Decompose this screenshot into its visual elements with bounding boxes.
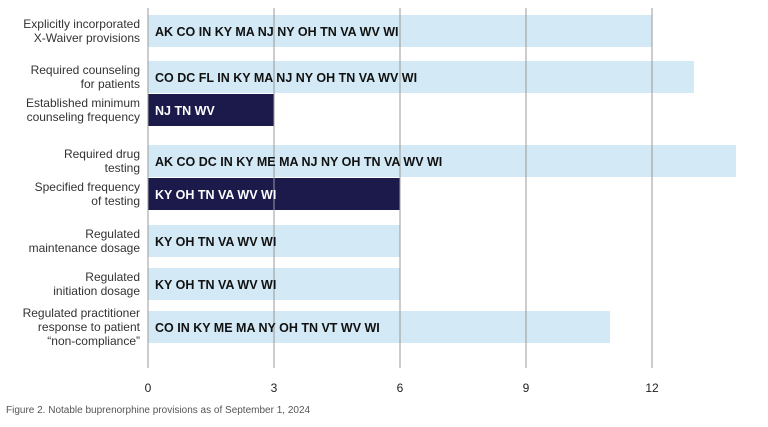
category-label-line: of testing (91, 194, 140, 208)
bar-label-0: AK CO IN KY MA NJ NY OH TN VA WV WI (155, 25, 399, 39)
bar-7 (148, 311, 610, 343)
category-label-6: Regulated initiation dosage (53, 270, 140, 298)
bar-3 (148, 145, 736, 177)
bar-label-4: KY OH TN VA WV WI (155, 188, 276, 202)
category-label-line: counseling frequency (27, 110, 140, 124)
bar-label-3: AK CO DC IN KY ME MA NJ NY OH TN VA WV W… (155, 155, 442, 169)
category-label-line: “non-compliance” (47, 334, 140, 348)
bar-label-6: KY OH TN VA WV WI (155, 278, 276, 292)
category-label-line: Specified frequency (35, 180, 140, 194)
category-label-2: Established minimum counseling frequency (26, 96, 140, 124)
bar-2 (148, 94, 274, 126)
category-label-line: initiation dosage (53, 284, 140, 298)
category-label-line: for patients (81, 77, 140, 91)
bar-label-2: NJ TN WV (155, 104, 215, 118)
category-label-line: Established minimum (26, 96, 140, 110)
category-label-line: response to patient (38, 320, 141, 334)
figure-caption: Figure 2. Notable buprenorphine provisio… (6, 405, 311, 416)
x-tick-label-6: 6 (397, 381, 404, 395)
category-label-3: Required drug testing (64, 147, 140, 175)
x-tick-label-0: 0 (145, 381, 152, 395)
category-label-line: Regulated practitioner (23, 306, 140, 320)
category-label-7: Regulated practitioner response to patien… (23, 306, 141, 348)
x-tick-label-3: 3 (271, 381, 278, 395)
category-label-line: Explicitly incorporated (23, 17, 140, 31)
category-label-line: maintenance dosage (29, 241, 141, 255)
category-label-line: testing (105, 161, 140, 175)
x-tick-label-12: 12 (645, 381, 659, 395)
category-label-line: Required drug (64, 147, 140, 161)
x-tick-label-9: 9 (523, 381, 530, 395)
category-label-4: Specified frequency of testing (35, 180, 140, 208)
bar-label-1: CO DC FL IN KY MA NJ NY OH TN VA WV WI (155, 71, 417, 85)
category-label-line: Required counseling (31, 63, 140, 77)
bar-label-5: KY OH TN VA WV WI (155, 235, 276, 249)
category-label-1: Required counseling for patients (31, 63, 140, 91)
bar-1 (148, 61, 694, 93)
category-label-0: Explicitly incorporated X-Waiver provisio… (23, 17, 140, 45)
category-label-5: Regulated maintenance dosage (29, 227, 141, 255)
category-label-line: X-Waiver provisions (34, 31, 140, 45)
category-label-line: Regulated (85, 227, 140, 241)
bar-label-7: CO IN KY ME MA NY OH TN VT WV WI (155, 321, 380, 335)
category-label-line: Regulated (85, 270, 140, 284)
